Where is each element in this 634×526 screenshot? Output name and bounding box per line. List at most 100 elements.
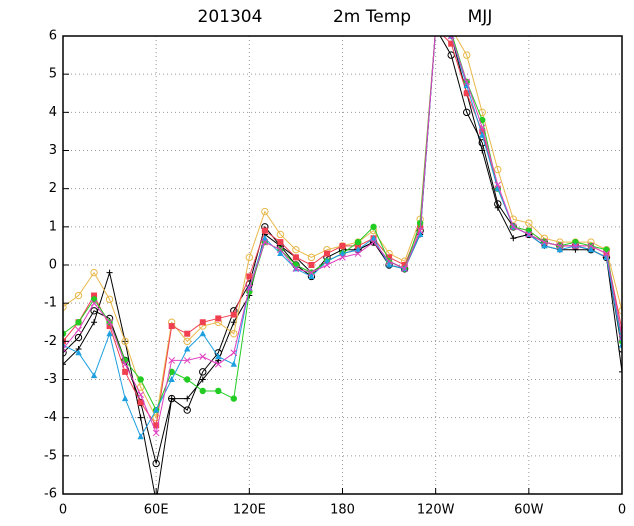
marker (63, 330, 67, 337)
marker (184, 330, 191, 337)
marker (168, 323, 175, 330)
marker (587, 246, 595, 253)
marker (152, 459, 160, 468)
marker (416, 219, 424, 227)
marker (215, 315, 222, 322)
marker (91, 292, 98, 299)
marker (525, 231, 533, 238)
marker (152, 406, 160, 413)
marker (433, 25, 439, 31)
marker (230, 349, 238, 357)
marker (556, 246, 564, 253)
marker (137, 376, 144, 383)
series (63, 29, 622, 414)
marker (447, 36, 455, 40)
marker (184, 376, 191, 383)
marker (370, 234, 377, 241)
y-tick-label: 6 (49, 29, 57, 44)
marker (432, 25, 438, 31)
marker (199, 387, 206, 395)
marker (106, 323, 113, 330)
marker (479, 131, 486, 138)
y-tick-label: 5 (49, 67, 57, 82)
marker (90, 268, 98, 277)
marker (230, 330, 238, 338)
marker (277, 239, 284, 246)
marker (448, 29, 454, 35)
marker (323, 257, 331, 264)
marker (355, 242, 362, 249)
marker (63, 345, 67, 353)
marker (230, 360, 238, 367)
series (63, 36, 622, 437)
marker (509, 223, 517, 231)
marker (106, 318, 113, 326)
line (63, 36, 622, 420)
marker (494, 200, 502, 208)
marker (215, 353, 222, 360)
marker (354, 246, 362, 253)
x-tick-label: 180 (330, 503, 355, 518)
marker (277, 250, 284, 257)
marker (105, 295, 114, 304)
marker (292, 246, 300, 254)
x-tick-label: 0 (618, 503, 626, 518)
marker (292, 254, 299, 261)
marker (63, 341, 67, 348)
marker (277, 246, 284, 254)
marker (432, 25, 438, 31)
marker (261, 238, 269, 246)
marker (463, 90, 470, 97)
marker (339, 250, 346, 257)
marker (183, 357, 191, 364)
marker (308, 262, 315, 268)
marker (433, 25, 439, 31)
marker (199, 330, 206, 337)
marker (618, 334, 622, 341)
marker (246, 273, 253, 280)
marker (261, 227, 268, 234)
marker (307, 253, 316, 262)
marker (168, 357, 176, 364)
marker (245, 253, 254, 262)
marker (494, 181, 502, 189)
marker (183, 337, 191, 346)
marker (184, 395, 191, 402)
marker (75, 349, 82, 356)
chart-title: MJJ (468, 7, 493, 27)
marker (448, 40, 455, 47)
marker (74, 291, 83, 300)
marker (245, 284, 253, 292)
marker (323, 250, 330, 257)
marker (261, 234, 269, 241)
y-tick-label: 3 (49, 143, 57, 158)
marker (199, 376, 206, 383)
marker (137, 414, 144, 421)
marker (230, 395, 238, 402)
marker (75, 326, 82, 334)
marker (199, 319, 206, 326)
marker (603, 253, 610, 260)
marker (525, 219, 533, 227)
marker (619, 368, 622, 375)
marker (276, 230, 285, 239)
marker (136, 383, 145, 391)
marker (541, 242, 548, 249)
y-tick-label: 4 (49, 105, 57, 120)
marker (90, 299, 98, 307)
series (63, 25, 622, 429)
chart-title: 2m Temp (333, 7, 411, 27)
x-tick-label: 60E (144, 503, 169, 518)
marker (183, 406, 191, 414)
marker (261, 207, 269, 216)
marker (478, 124, 486, 131)
y-tick-label: -4 (44, 410, 57, 425)
marker (587, 242, 595, 250)
marker (63, 303, 67, 311)
x-tick-label: 0 (59, 503, 67, 518)
marker (463, 51, 471, 59)
marker (339, 254, 346, 261)
marker (215, 387, 222, 395)
